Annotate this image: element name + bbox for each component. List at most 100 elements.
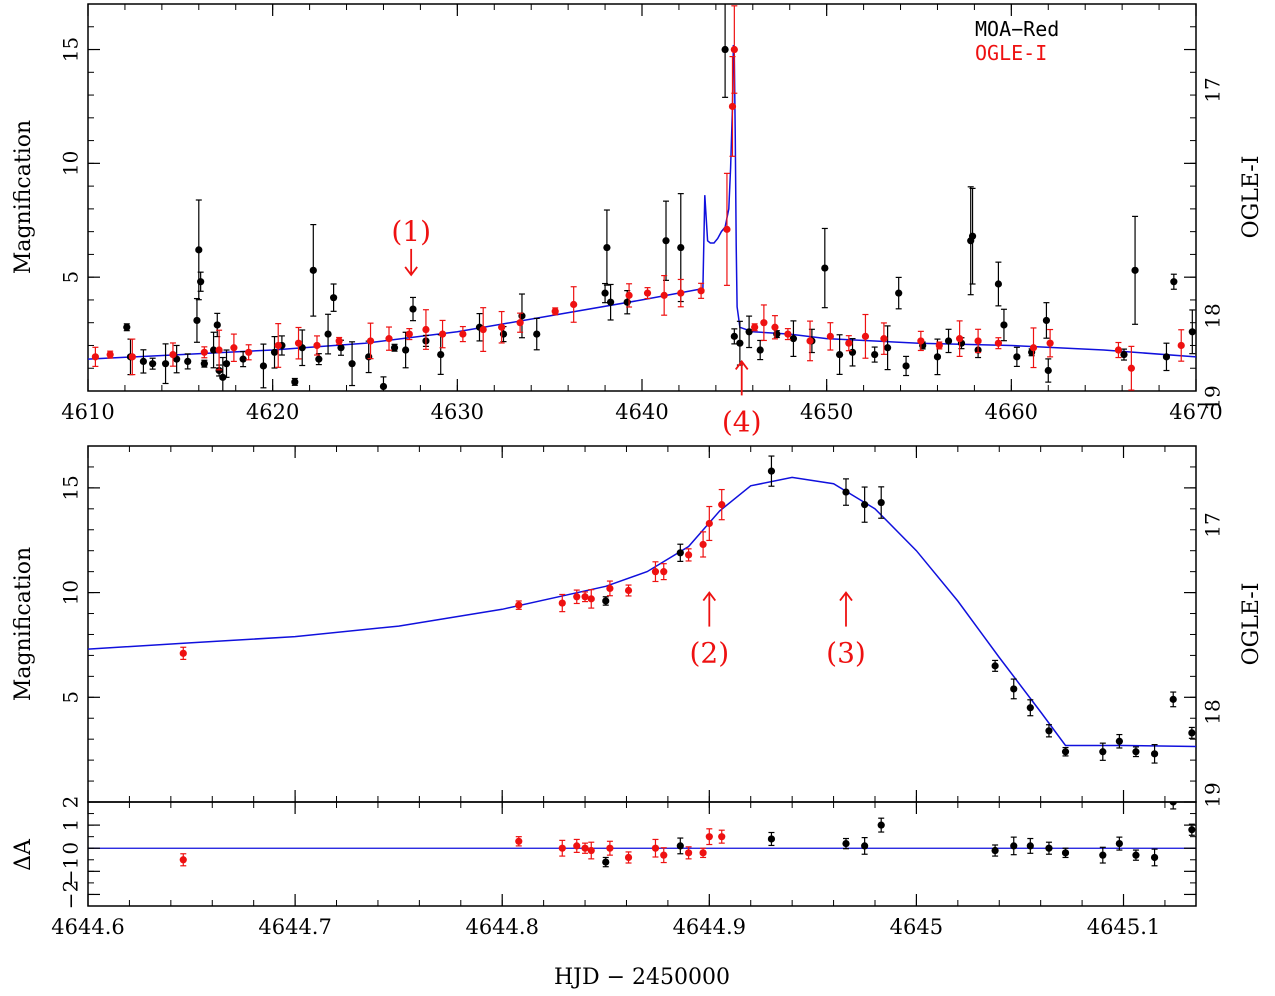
ogle-data-point: [169, 350, 177, 359]
ogle-data-point: [179, 856, 187, 864]
ogle-data-point: [587, 846, 595, 855]
ogle-data-point: [200, 348, 208, 356]
y-tick-label: 5: [59, 271, 83, 284]
top-ylabel: Magnification: [11, 120, 36, 274]
ogle-data-point: [335, 337, 343, 345]
moa-data-point: [139, 357, 147, 366]
ogle-data-point: [751, 323, 759, 331]
moa-data-point: [677, 243, 685, 252]
y-tick-label: 15: [59, 475, 83, 500]
ogle-data-point: [974, 337, 982, 345]
ogle-data-point: [1114, 346, 1123, 354]
ogle-data-point: [956, 335, 964, 343]
moa-data-point: [1099, 748, 1107, 756]
ogle-data-point: [573, 842, 581, 850]
moa-data-point: [848, 348, 857, 356]
annotation-arrowhead: [839, 591, 853, 602]
residual-ylabel: ΔA: [11, 838, 36, 871]
y-tick-label: 10: [59, 151, 83, 176]
moa-data-point: [215, 366, 223, 375]
ogle-data-point: [479, 325, 487, 334]
ogle-data-point: [366, 337, 375, 345]
moa-data-point: [1010, 842, 1018, 850]
ogle-data-point: [558, 599, 566, 607]
right-tick-label: 17: [1201, 77, 1225, 102]
moa-data-point: [222, 360, 231, 368]
x-tick-label: 4620: [246, 400, 299, 424]
middle-right-label: OGLE-I: [1239, 583, 1264, 666]
right-tick-label: 19: [1201, 782, 1225, 807]
moa-data-point: [773, 330, 781, 338]
moa-data-point: [1099, 851, 1107, 859]
moa-data-point: [330, 294, 338, 302]
ogle-data-point: [515, 601, 523, 609]
moa-data-point: [193, 316, 201, 325]
moa-data-point: [533, 330, 541, 338]
ogle-data-point: [784, 330, 792, 338]
ogle-data-point: [498, 323, 506, 331]
middle-panel: Magnification OGLE-I 5 10 15 17 18 19 (2) (3): [11, 445, 1264, 808]
ogle-data-point: [718, 833, 726, 841]
residual-panel-frame: [87, 801, 1197, 907]
moa-data-point: [219, 373, 227, 381]
ogle-data-point: [994, 339, 1003, 347]
moa-data-point: [1115, 737, 1123, 745]
moa-data-point: [315, 355, 323, 363]
residual-panel: ΔA HJD − 2450000 −2−1 0 1 2 4644.6 4644.7 4644…: [11, 796, 1197, 990]
moa-data-point: [601, 289, 609, 297]
y-tick-label: −1: [59, 857, 83, 886]
annotation-label: (3): [826, 637, 866, 670]
moa-data-point: [842, 840, 850, 848]
middle-panel-frame: [87, 445, 1197, 803]
moa-data-point: [895, 289, 903, 297]
moa-data-point: [821, 264, 829, 272]
moa-data-point: [1010, 685, 1018, 693]
ogle-data-point: [551, 307, 559, 315]
moa-data-point: [409, 305, 417, 313]
x-axis-label: HJD − 2450000: [554, 965, 730, 990]
ogle-data-point: [1127, 364, 1135, 372]
moa-data-point: [745, 328, 753, 336]
y-tick-label: 10: [59, 580, 83, 605]
y-tick-label: 1: [59, 819, 83, 832]
y-tick-label: 0: [59, 842, 83, 855]
ogle-data-point: [880, 335, 888, 343]
y-tick-label: 5: [59, 691, 83, 704]
ogle-data-point: [624, 853, 633, 862]
legend-moa: MOA−Red: [975, 17, 1059, 41]
moa-data-point: [603, 243, 611, 252]
moa-data-point: [1000, 321, 1008, 329]
ogle-data-point: [760, 319, 768, 327]
moa-data-point: [1150, 853, 1159, 862]
ogle-data-point: [730, 45, 738, 54]
ogle-data-point: [705, 519, 713, 528]
ogle-data-point: [422, 325, 430, 334]
moa-data-point: [348, 360, 356, 368]
ogle-data-point: [917, 337, 925, 345]
moa-data-point: [291, 378, 299, 386]
ogle-data-point: [179, 649, 187, 657]
moa-data-point: [1042, 316, 1051, 325]
moa-data-point: [1013, 353, 1021, 361]
ogle-data-point: [515, 837, 523, 845]
moa-data-point: [213, 321, 221, 329]
ogle-data-point: [294, 339, 303, 347]
x-tick-label: 4644.8: [465, 915, 538, 939]
ogle-data-point: [581, 593, 589, 601]
ogle-data-point: [651, 568, 660, 576]
ogle-data-point: [718, 501, 726, 509]
x-tick-label: 4610: [61, 400, 114, 424]
x-tick-label: 4630: [431, 400, 484, 424]
moa-data-point: [1169, 695, 1177, 703]
moa-data-point: [149, 360, 157, 368]
ogle-data-point: [699, 540, 707, 549]
moa-data-point: [1120, 350, 1128, 359]
moa-data-point: [209, 346, 218, 354]
y-tick-label: −2: [59, 880, 83, 909]
annotation-label: (4): [722, 405, 762, 438]
moa-data-point: [835, 350, 844, 359]
right-tick-label: 17: [1201, 512, 1225, 537]
ogle-data-point: [684, 849, 693, 857]
moa-data-point: [1169, 802, 1177, 806]
